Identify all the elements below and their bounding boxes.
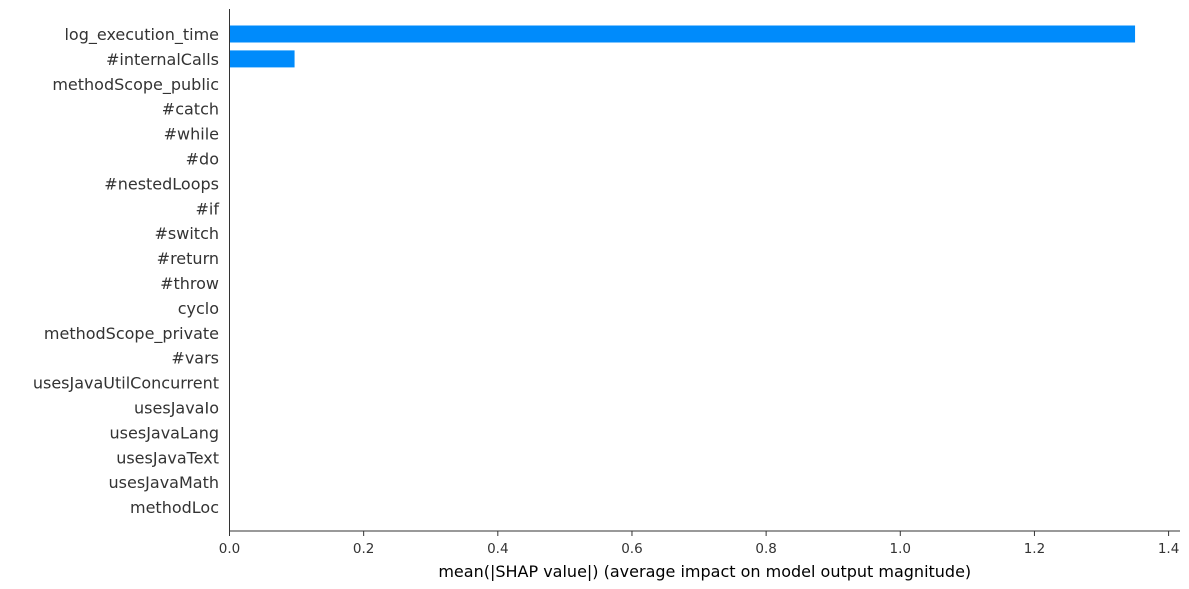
x-tick-label-1: 0.2 <box>353 541 374 557</box>
category-label-2: methodScope_public <box>52 75 219 95</box>
category-label-1: #internalCalls <box>106 50 219 69</box>
category-label-13: #vars <box>171 349 219 368</box>
x-ticks: 0.0 0.2 0.4 0.6 0.8 1.0 1.2 1.4 <box>219 531 1179 557</box>
category-label-5: #do <box>186 150 219 169</box>
x-tick-label-3: 0.6 <box>621 541 642 557</box>
category-label-18: usesJavaMath <box>109 473 219 492</box>
category-label-15: usesJavaIo <box>134 399 219 418</box>
x-tick-label-2: 0.4 <box>487 541 508 557</box>
category-label-7: #if <box>196 199 220 218</box>
x-tick-label-7: 1.4 <box>1158 541 1179 557</box>
category-label-8: #switch <box>155 224 219 243</box>
category-label-17: usesJavaText <box>116 448 219 467</box>
x-tick-label-0: 0.0 <box>219 541 240 557</box>
category-label-3: #catch <box>162 100 219 119</box>
category-label-10: #throw <box>160 274 219 293</box>
category-label-12: methodScope_private <box>44 324 219 344</box>
category-label-11: cyclo <box>178 299 219 318</box>
category-label-19: methodLoc <box>130 498 219 517</box>
category-label-0: log_execution_time <box>64 25 219 45</box>
category-label-9: #return <box>157 249 219 268</box>
x-tick-label-6: 1.2 <box>1024 541 1045 557</box>
category-label-4: #while <box>164 125 219 144</box>
bar-0 <box>229 25 1136 43</box>
bar-1 <box>229 50 295 68</box>
bars-layer <box>229 25 1136 68</box>
category-labels: log_execution_time #internalCalls methodSc… <box>33 25 220 517</box>
x-axis-title: mean(|SHAP value|) (average impact on mo… <box>438 562 971 581</box>
x-tick-label-4: 0.8 <box>755 541 776 557</box>
x-tick-label-5: 1.0 <box>890 541 911 557</box>
category-label-16: usesJavaLang <box>110 423 219 442</box>
category-label-14: usesJavaUtilConcurrent <box>33 374 219 393</box>
category-label-6: #nestedLoops <box>104 174 219 193</box>
